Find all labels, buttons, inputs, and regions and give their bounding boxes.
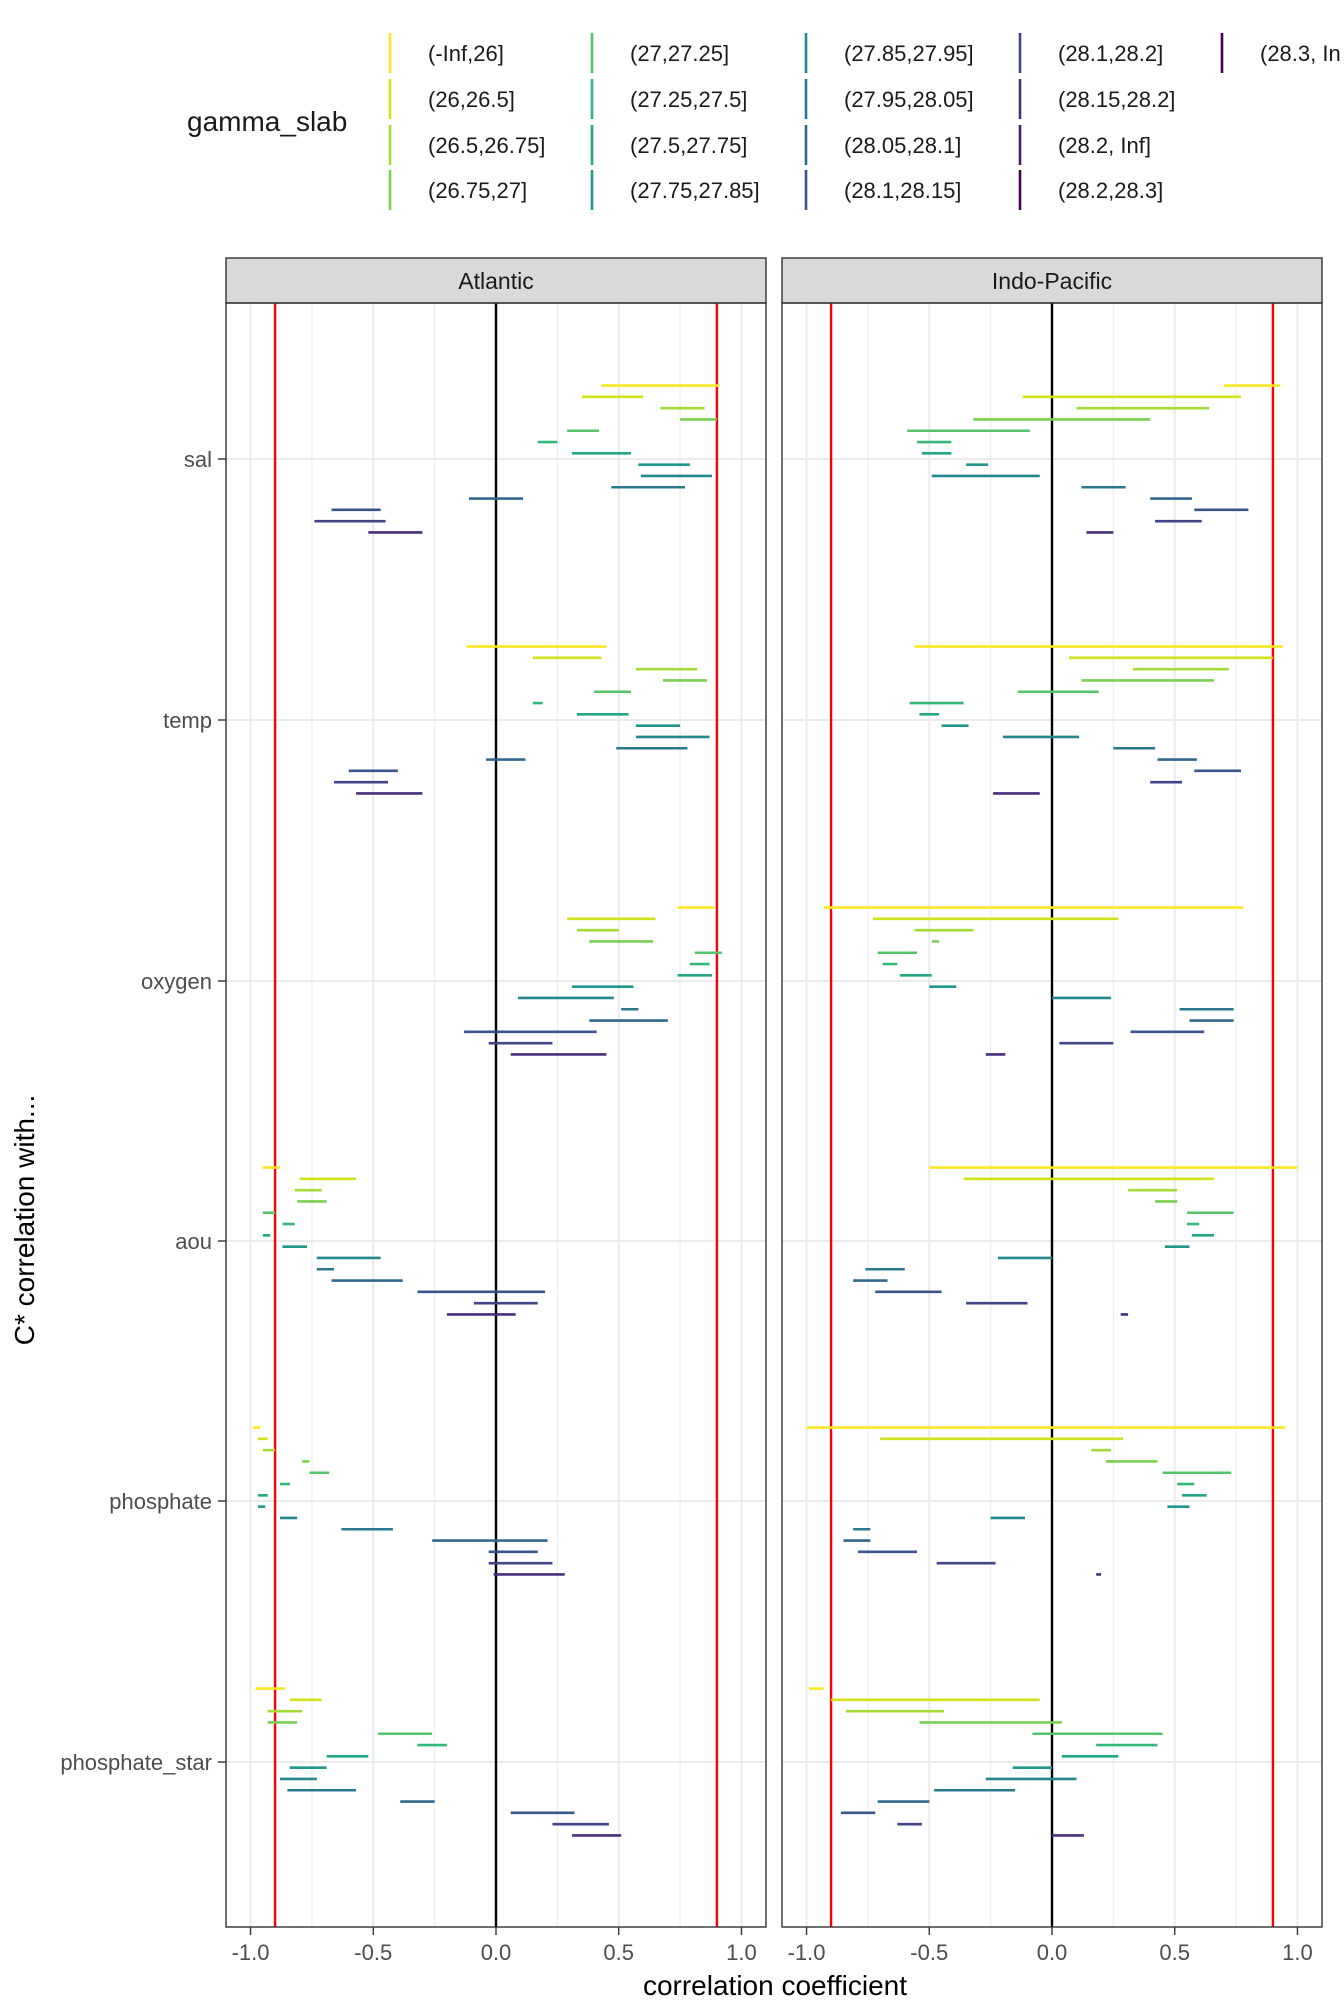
y-tick-label: sal xyxy=(184,447,212,472)
legend-item: (27.75,27.85] xyxy=(590,170,760,210)
legend-item: (26,26.5] xyxy=(388,79,515,119)
panel-strip-label: Indo-Pacific xyxy=(992,268,1112,294)
legend-label: (27.75,27.85] xyxy=(630,178,760,203)
panel-indo-pacific: Indo-Pacific xyxy=(781,257,1323,1928)
legend-label: (-Inf,26] xyxy=(428,41,504,66)
legend-label: (27,27.25] xyxy=(630,41,729,66)
y-tick-label: phosphate_star xyxy=(60,1750,212,1775)
y-tick-label: aou xyxy=(175,1229,212,1254)
y-tick-label: oxygen xyxy=(141,969,212,994)
legend-label: (28.1,28.2] xyxy=(1058,41,1163,66)
legend-item: (27.85,27.95] xyxy=(804,33,974,73)
legend-item: (28.05,28.1] xyxy=(804,125,961,165)
legend-item: (-Inf,26] xyxy=(388,33,504,73)
legend-item: (28.1,28.2] xyxy=(1018,33,1163,73)
x-tick-label: 1.0 xyxy=(1282,1940,1313,1965)
x-tick-label: -0.5 xyxy=(354,1940,392,1965)
legend-label: (26,26.5] xyxy=(428,87,515,112)
legend-label: (28.2, Inf] xyxy=(1058,133,1151,158)
legend-label: (27.5,27.75] xyxy=(630,133,747,158)
y-tick-label: temp xyxy=(163,708,212,733)
legend-item: (28.3, In xyxy=(1220,33,1341,73)
legend-item: (28.2, Inf] xyxy=(1018,125,1151,165)
panel-strip xyxy=(781,257,1323,304)
x-tick-label: 0.0 xyxy=(1037,1940,1068,1965)
panel-strip xyxy=(225,257,767,304)
legend-label: (27.95,28.05] xyxy=(844,87,974,112)
x-tick-label: 0.5 xyxy=(1159,1940,1190,1965)
legend-item: (28.1,28.15] xyxy=(804,170,961,210)
legend-label: (27.25,27.5] xyxy=(630,87,747,112)
legend-item: (27.95,28.05] xyxy=(804,79,974,119)
panel-strip-label: Atlantic xyxy=(458,268,533,294)
legend-item: (27.5,27.75] xyxy=(590,125,747,165)
y-axis-title: C* correlation with... xyxy=(9,1095,40,1346)
x-tick-label: 0.5 xyxy=(603,1940,634,1965)
legend-item: (28.15,28.2] xyxy=(1018,79,1175,119)
legend-label: (27.85,27.95] xyxy=(844,41,974,66)
legend-label: (26.75,27] xyxy=(428,178,527,203)
legend-item: (27.25,27.5] xyxy=(590,79,747,119)
legend-item: (26.75,27] xyxy=(388,170,527,210)
x-tick-label: -0.5 xyxy=(910,1940,948,1965)
legend-item: (28.2,28.3] xyxy=(1018,170,1163,210)
legend-label: (28.3, In xyxy=(1260,41,1341,66)
legend-label: (28.15,28.2] xyxy=(1058,87,1175,112)
legend-label: (28.2,28.3] xyxy=(1058,178,1163,203)
legend: gamma_slab (-Inf,26] (26,26.5] (26.5,26.75… xyxy=(187,33,1341,210)
legend-label: (26.5,26.75] xyxy=(428,133,545,158)
legend-item: (27,27.25] xyxy=(590,33,729,73)
x-tick-label: 0.0 xyxy=(481,1940,512,1965)
x-axis-title: correlation coefficient xyxy=(643,1970,907,2001)
legend-item: (26.5,26.75] xyxy=(388,125,545,165)
legend-label: (28.1,28.15] xyxy=(844,178,961,203)
x-tick-label: -1.0 xyxy=(232,1940,270,1965)
x-tick-label: -1.0 xyxy=(788,1940,826,1965)
panel-atlantic: Atlantic xyxy=(225,257,767,1928)
x-tick-label: 1.0 xyxy=(726,1940,757,1965)
legend-label: (28.05,28.1] xyxy=(844,133,961,158)
legend-title: gamma_slab xyxy=(187,106,347,137)
y-tick-label: phosphate xyxy=(109,1489,212,1514)
